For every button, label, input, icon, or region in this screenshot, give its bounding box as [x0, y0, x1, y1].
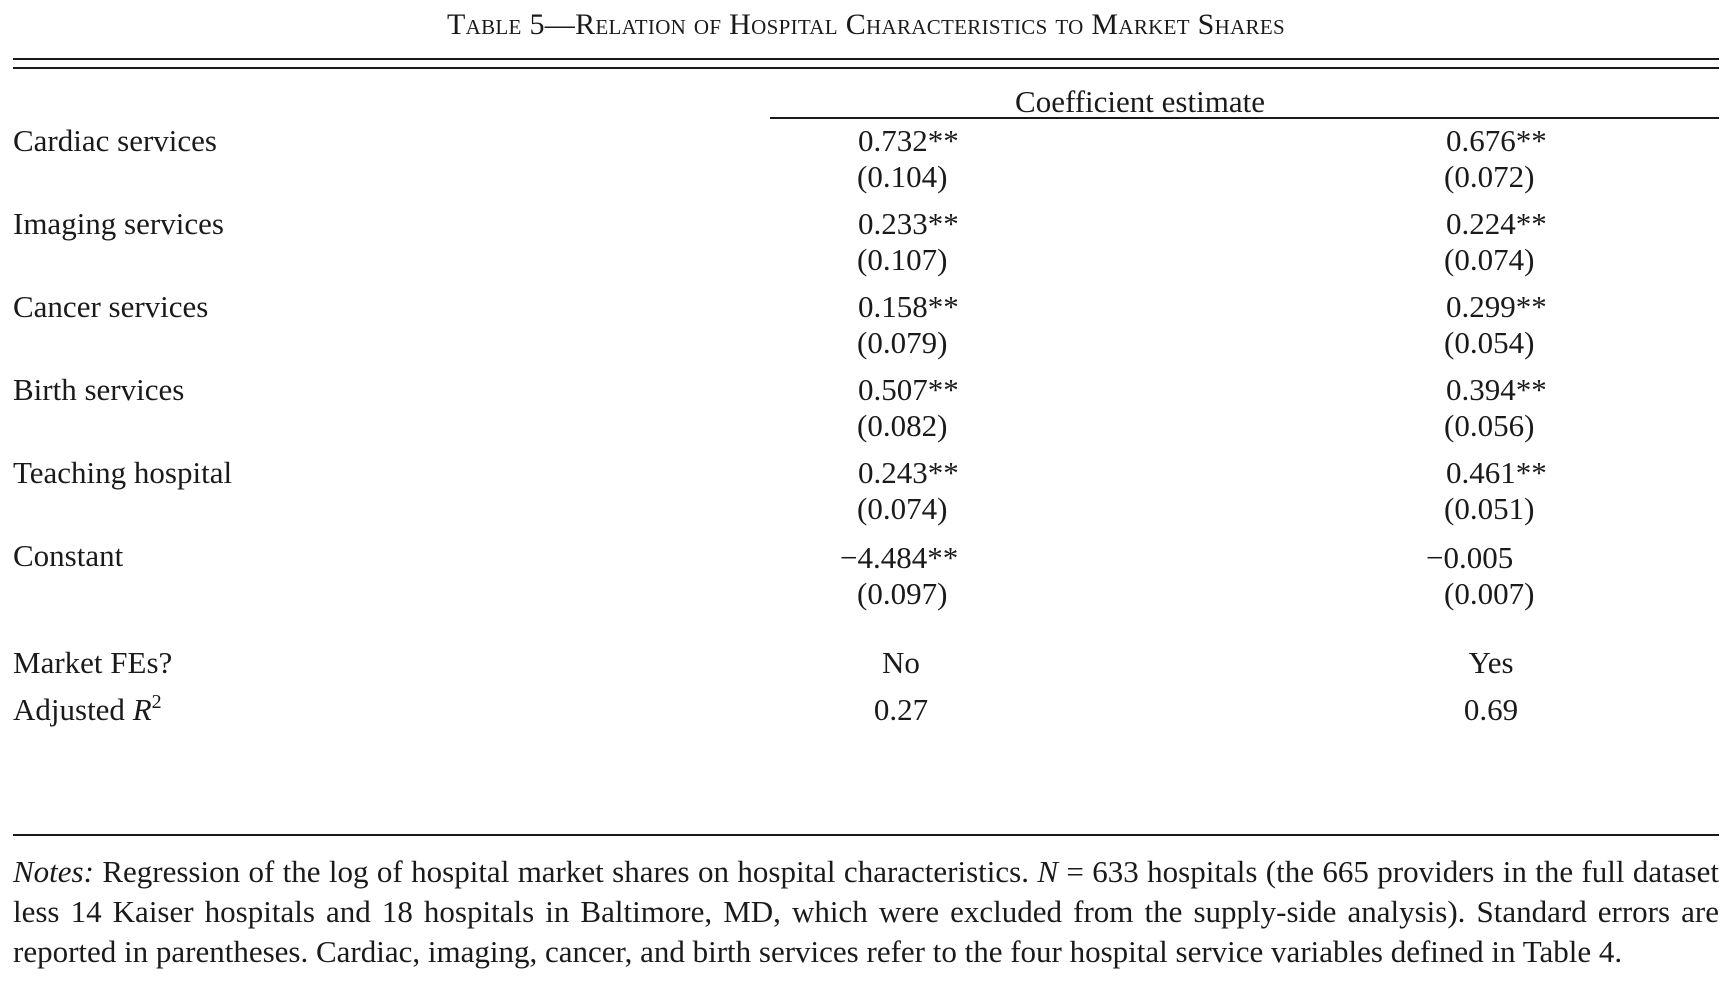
cell-constant-col2-se: (0.007) — [1444, 576, 1535, 611]
cell-cancer-col1-se: (0.079) — [857, 325, 948, 360]
cell-birth-col1: 0.507** — [858, 372, 959, 407]
header-rule — [770, 117, 1719, 119]
cell-market-fes-col2: Yes — [1468, 645, 1514, 680]
row-label-constant: Constant — [13, 538, 124, 573]
notes-lead: Notes: — [13, 854, 94, 889]
top-rule-2 — [13, 67, 1719, 69]
table-title: Table 5—Relation of Hospital Characteris… — [0, 8, 1732, 42]
cell-teaching-col2: 0.461** — [1446, 455, 1547, 490]
cell-constant-col1-se: (0.097) — [857, 576, 948, 611]
cell-adj-r2-col2: 0.69 — [1463, 692, 1519, 727]
cell-constant-col1: −4.484** — [840, 540, 959, 575]
table-notes: Notes: Regression of the log of hospital… — [13, 852, 1719, 972]
row-label-birth: Birth services — [13, 372, 185, 407]
cell-cancer-col2-se: (0.054) — [1444, 325, 1535, 360]
row-label-market-fes: Market FEs? — [13, 645, 173, 680]
table-title-prefix: Table 5— — [447, 8, 576, 41]
row-label-imaging: Imaging services — [13, 206, 224, 241]
cell-birth-col1-se: (0.082) — [857, 408, 948, 443]
column-header: Coefficient estimate — [1015, 84, 1265, 119]
adj-r2-sup: 2 — [151, 691, 162, 713]
cell-market-fes-col1: No — [882, 645, 920, 680]
cell-teaching-col1-se: (0.074) — [857, 491, 948, 526]
top-rule-1 — [13, 58, 1719, 60]
cell-constant-col2: −0.005 — [1426, 540, 1514, 575]
cell-imaging-col1-se: (0.107) — [857, 242, 948, 277]
adj-r2-var: R — [132, 692, 152, 727]
cell-imaging-col2-se: (0.074) — [1444, 242, 1535, 277]
cell-cardiac-col1: 0.732** — [858, 123, 959, 158]
cell-imaging-col2: 0.224** — [1446, 206, 1547, 241]
cell-teaching-col2-se: (0.051) — [1444, 491, 1535, 526]
cell-cancer-col2: 0.299** — [1446, 289, 1547, 324]
cell-adj-r2-col1: 0.27 — [873, 692, 929, 727]
cell-cardiac-col2-se: (0.072) — [1444, 159, 1535, 194]
notes-text-1: Regression of the log of hospital market… — [93, 854, 1038, 889]
cell-cancer-col1: 0.158** — [858, 289, 959, 324]
row-label-teaching: Teaching hospital — [13, 455, 233, 490]
cell-teaching-col1: 0.243** — [858, 455, 959, 490]
adj-r2-text: Adjusted — [13, 692, 133, 727]
notes-n-var: N — [1037, 854, 1059, 889]
bottom-rule — [13, 834, 1719, 836]
cell-birth-col2-se: (0.056) — [1444, 408, 1535, 443]
cell-cardiac-col2: 0.676** — [1446, 123, 1547, 158]
cell-imaging-col1: 0.233** — [858, 206, 959, 241]
row-label-adj-r2: Adjusted R2 — [13, 691, 162, 728]
table-title-text: Relation of Hospital Characteristics to … — [575, 8, 1285, 41]
row-label-cancer: Cancer services — [13, 289, 209, 324]
cell-cardiac-col1-se: (0.104) — [857, 159, 948, 194]
cell-birth-col2: 0.394** — [1446, 372, 1547, 407]
notes-text-2: = 633 hospitals (the 665 providers in th… — [13, 854, 1719, 969]
row-label-cardiac: Cardiac services — [13, 123, 217, 158]
